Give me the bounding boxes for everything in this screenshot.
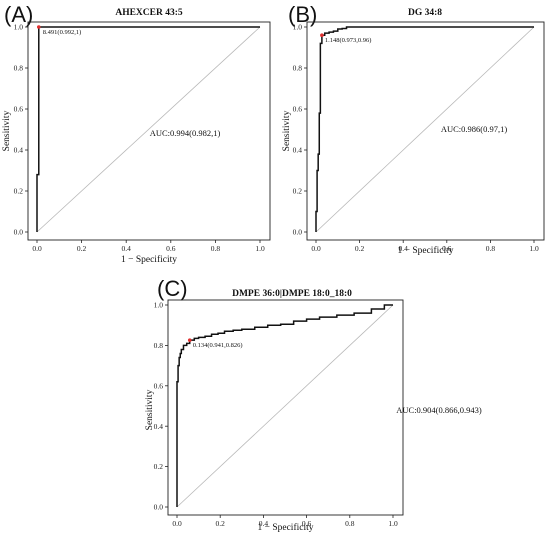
- plot-frame: [27, 21, 271, 241]
- x-tick-label: 0.8: [486, 244, 496, 253]
- y-tick-label: 0.4: [154, 422, 164, 431]
- chart-title: AHEXCER 43:5: [115, 8, 183, 18]
- y-tick-label: 0.8: [14, 64, 24, 73]
- roc-curve: [176, 304, 393, 507]
- threshold-label: 8.491(0.992,1): [43, 29, 81, 36]
- y-tick-label: 1.0: [293, 23, 303, 32]
- roc-curve: [36, 26, 260, 232]
- auc-label: AUC:0.986(0.97,1): [441, 124, 508, 134]
- x-tick-label: 0.0: [311, 244, 321, 253]
- y-tick-label: 0.2: [154, 462, 164, 471]
- x-tick-label: 1.0: [388, 519, 398, 528]
- y-tick-label: 0.6: [14, 105, 24, 114]
- x-tick-label: 1.0: [255, 244, 265, 253]
- y-tick-label: 0.6: [293, 105, 303, 114]
- y-tick-label: 0.0: [293, 228, 303, 237]
- x-tick-label: 0.8: [345, 519, 355, 528]
- x-axis-label: 1 − Specificity: [257, 522, 313, 533]
- x-tick-label: 0.4: [399, 244, 409, 253]
- x-tick-label: 0.0: [172, 519, 182, 528]
- panel-letter-a: (A): [4, 2, 34, 27]
- x-tick-label: 1.0: [529, 244, 539, 253]
- auc-label: AUC:0.994(0.982,1): [150, 128, 221, 138]
- y-tick-label: 0.8: [154, 341, 164, 350]
- y-axis-label: Sensitivity: [282, 110, 292, 151]
- panel-letter-b: (B): [288, 2, 318, 27]
- roc-chart-1: 0.0 0.2 0.4 0.6 0.8 1.0 0.0 0.2 0.4 0.6 0.8 1.0 AHEX…: [2, 8, 271, 265]
- diagonal-reference-line: [36, 26, 261, 233]
- roc-curve: [315, 26, 534, 232]
- panel-letter-c: (C): [157, 276, 188, 301]
- y-tick-label: 0.0: [14, 228, 24, 237]
- roc-chart-2: 0.0 0.2 0.4 0.6 0.8 1.0 0.0 0.2 0.4 0.6 0.8 1.0 DG 3…: [282, 8, 545, 256]
- roc-chart-3: 0.0 0.2 0.4 0.6 0.8 1.0 0.0 0.2 0.4 0.6 0.8 1.0 DMPE…: [145, 289, 482, 533]
- y-tick-label: 0.0: [154, 503, 164, 512]
- plot-frame: [167, 299, 404, 516]
- x-tick-label: 0.6: [166, 244, 176, 253]
- y-tick-label: 0.8: [293, 64, 303, 73]
- x-tick-label: 0.4: [259, 519, 269, 528]
- y-tick-label: 1.0: [14, 23, 24, 32]
- x-tick-label: 0.6: [302, 519, 312, 528]
- x-tick-label: 0.0: [32, 244, 42, 253]
- y-tick-label: 1.0: [154, 301, 164, 310]
- chart-title: DMPE 36:0|DMPE 18:0_18:0: [232, 289, 352, 299]
- x-axis-label: 1 − Specificity: [397, 245, 453, 256]
- threshold-point: [36, 25, 41, 29]
- chart-title: DG 34:8: [408, 8, 442, 18]
- threshold-point: [320, 33, 324, 37]
- x-tick-label: 0.2: [355, 244, 365, 253]
- auc-label: AUC:0.904(0.866,0.943): [396, 405, 482, 415]
- y-tick-label: 0.4: [293, 146, 303, 155]
- x-tick-label: 0.6: [442, 244, 452, 253]
- x-tick-label: 0.2: [216, 519, 226, 528]
- x-axis-label: 1 − Specificity: [121, 254, 177, 265]
- y-tick-label: 0.2: [14, 187, 24, 196]
- diagonal-reference-line: [315, 26, 535, 233]
- x-tick-label: 0.4: [122, 244, 132, 253]
- plot-frame: [306, 21, 545, 241]
- x-tick-label: 0.8: [211, 244, 221, 253]
- y-axis-label: Sensitivity: [145, 389, 155, 430]
- y-tick-label: 0.6: [154, 381, 164, 390]
- x-tick-label: 0.2: [77, 244, 87, 253]
- threshold-label: 1.148(0.973,0.96): [325, 37, 372, 44]
- y-tick-label: 0.2: [293, 187, 303, 196]
- y-tick-label: 0.4: [14, 146, 24, 155]
- threshold-label: 0.134(0.941,0.826): [193, 342, 243, 349]
- threshold-point: [187, 338, 192, 342]
- y-axis-label: Sensitivity: [2, 110, 12, 151]
- diagonal-reference-line: [176, 304, 394, 508]
